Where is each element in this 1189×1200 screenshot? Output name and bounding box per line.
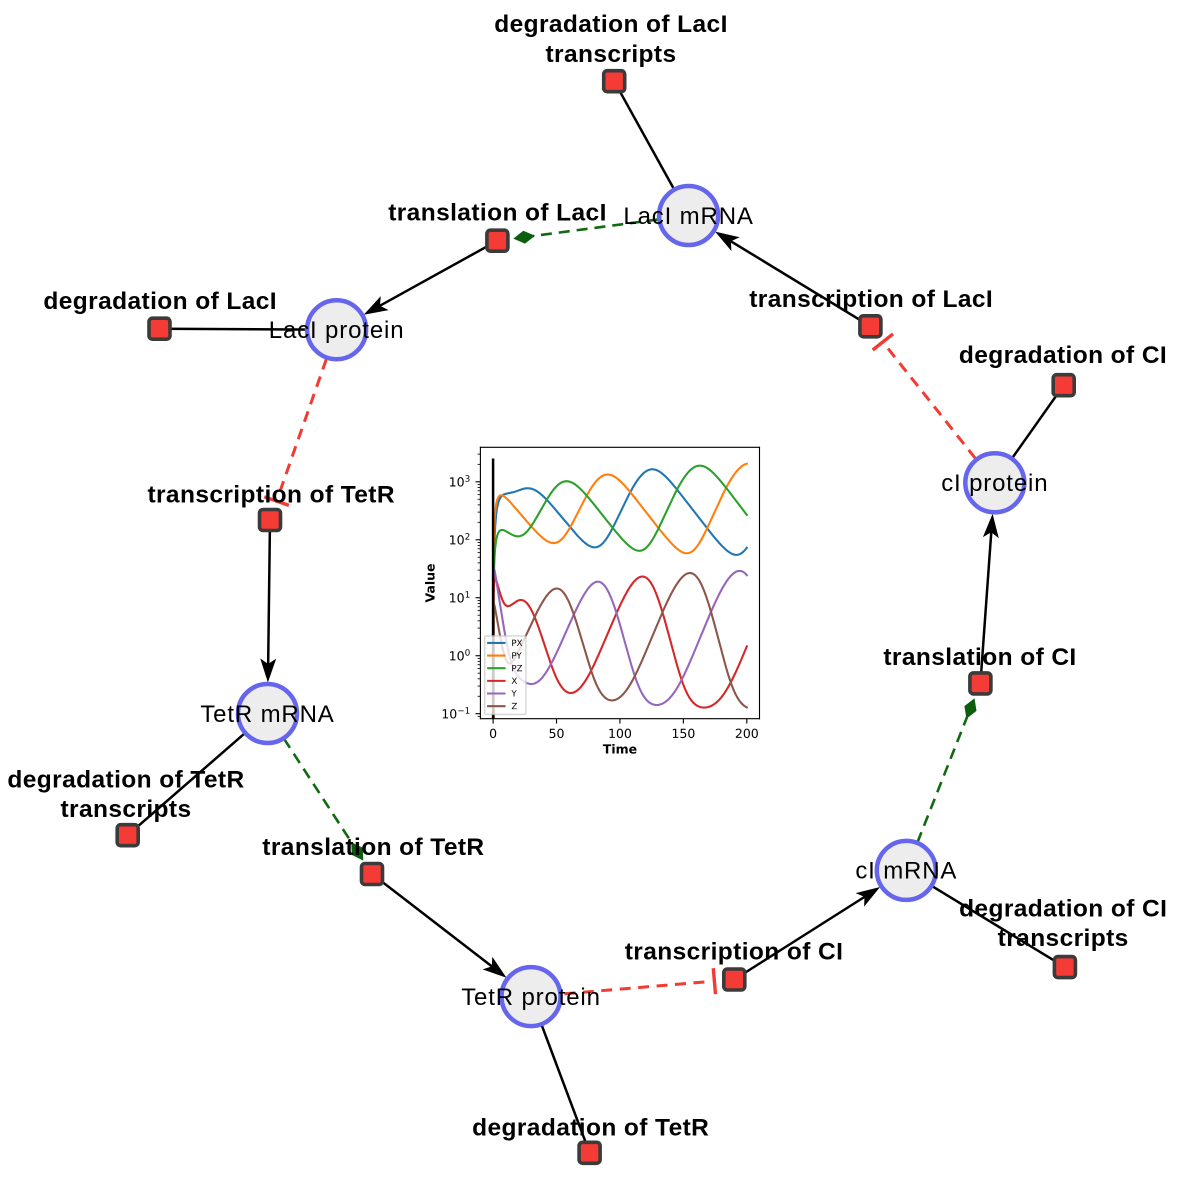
svg-text:degradation of LacI: degradation of LacI <box>494 11 728 38</box>
svg-text:degradation of TetR: degradation of TetR <box>472 1115 709 1142</box>
svg-text:cI mRNA: cI mRNA <box>855 858 957 885</box>
svg-text:LacI mRNA: LacI mRNA <box>623 203 753 230</box>
svg-text:transcripts: transcripts <box>60 796 191 823</box>
svg-text:transcripts: transcripts <box>998 925 1129 952</box>
svg-text:cI protein: cI protein <box>941 470 1048 497</box>
svg-text:degradation of CI: degradation of CI <box>959 342 1167 369</box>
svg-text:degradation of LacI: degradation of LacI <box>43 288 277 315</box>
svg-text:TetR protein: TetR protein <box>461 984 601 1011</box>
svg-text:translation of CI: translation of CI <box>883 644 1076 671</box>
svg-text:transcription of LacI: transcription of LacI <box>749 286 993 313</box>
svg-text:translation of TetR: translation of TetR <box>262 834 484 861</box>
svg-text:degradation of CI: degradation of CI <box>959 896 1167 923</box>
svg-text:transcription of TetR: transcription of TetR <box>147 481 395 508</box>
svg-text:transcripts: transcripts <box>545 41 676 68</box>
svg-text:LacI protein: LacI protein <box>269 317 405 344</box>
svg-text:degradation of TetR: degradation of TetR <box>7 767 244 794</box>
svg-text:translation of LacI: translation of LacI <box>388 200 607 227</box>
svg-text:TetR mRNA: TetR mRNA <box>200 701 334 728</box>
svg-text:transcription of CI: transcription of CI <box>625 939 844 966</box>
